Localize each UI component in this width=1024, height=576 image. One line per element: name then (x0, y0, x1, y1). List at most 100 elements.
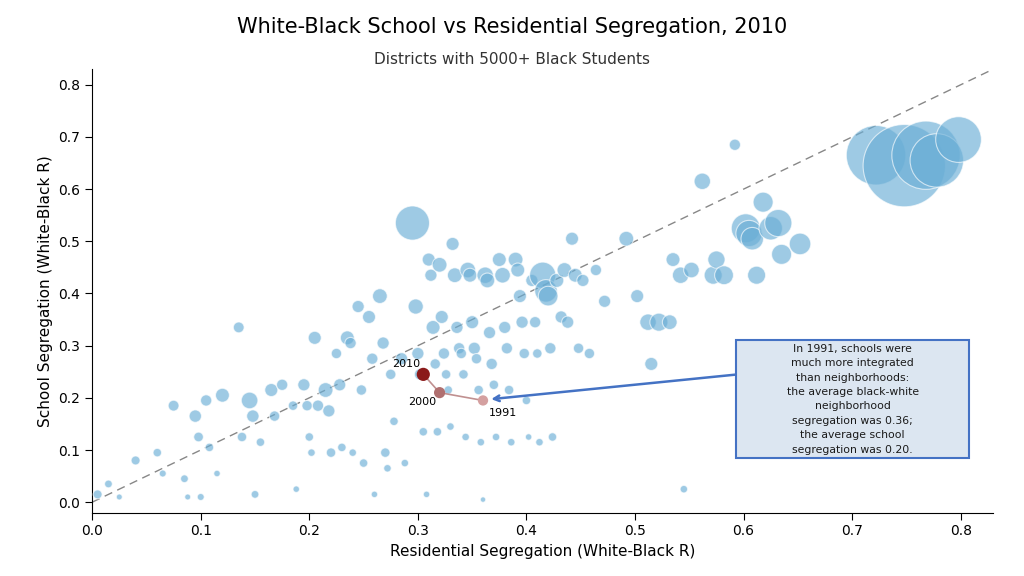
Text: 1991: 1991 (488, 408, 517, 418)
Point (744, 234, 761, 243)
Point (436, 349, 453, 358)
Point (339, 334, 355, 343)
Point (301, 433, 317, 442)
Point (483, 359, 500, 369)
Point (252, 438, 268, 447)
Point (773, 250, 790, 259)
Point (676, 484, 692, 494)
Point (481, 328, 498, 337)
Point (473, 438, 489, 447)
Point (306, 334, 323, 343)
Point (458, 433, 474, 442)
Point (245, 411, 261, 420)
Point (727, 140, 743, 149)
Point (190, 433, 207, 442)
Point (393, 354, 410, 363)
Point (629, 291, 645, 301)
Text: White-Black School vs Residential Segregation, 2010: White-Black School vs Residential Segreg… (237, 17, 787, 37)
Point (749, 271, 765, 280)
Point (375, 339, 391, 348)
Point (512, 291, 528, 301)
Point (410, 349, 426, 358)
Point (386, 416, 402, 426)
Point (453, 349, 469, 358)
Text: 2000: 2000 (409, 397, 436, 407)
Point (425, 323, 441, 332)
Point (518, 396, 535, 405)
Point (321, 406, 337, 415)
Point (556, 266, 572, 275)
Point (514, 317, 530, 327)
Point (640, 317, 656, 327)
Point (233, 433, 250, 442)
Text: 2010: 2010 (392, 359, 420, 369)
Point (540, 291, 556, 301)
Point (531, 438, 548, 447)
Point (214, 391, 230, 400)
Point (429, 427, 445, 437)
Point (545, 433, 561, 442)
Point (737, 223, 754, 233)
Point (596, 297, 612, 306)
Point (520, 433, 537, 442)
Point (285, 401, 301, 410)
Point (176, 474, 193, 483)
Point (564, 234, 581, 243)
Point (487, 433, 504, 442)
Point (247, 490, 263, 499)
Point (516, 349, 532, 358)
Point (510, 266, 526, 275)
Point (274, 380, 291, 389)
Point (344, 448, 360, 457)
Point (549, 276, 565, 285)
Point (449, 323, 465, 332)
Point (896, 161, 912, 170)
Y-axis label: School Segregation (White-Black R): School Segregation (White-Black R) (38, 155, 53, 427)
Point (408, 302, 424, 311)
Point (353, 385, 370, 395)
Point (460, 266, 476, 275)
Point (709, 255, 725, 264)
Point (950, 135, 967, 144)
Point (112, 492, 128, 502)
Point (582, 349, 598, 358)
Point (342, 339, 358, 348)
Point (332, 380, 348, 389)
Point (559, 317, 575, 327)
Point (100, 479, 117, 488)
Point (495, 271, 511, 280)
Point (263, 385, 280, 395)
Point (755, 198, 771, 207)
Point (89, 490, 105, 499)
Point (209, 469, 225, 478)
Point (166, 401, 182, 410)
Point (567, 271, 584, 280)
Point (317, 385, 334, 395)
Point (929, 156, 945, 165)
Point (485, 380, 502, 389)
FancyBboxPatch shape (736, 340, 970, 458)
Point (323, 448, 339, 457)
Point (404, 218, 421, 228)
Point (193, 492, 209, 502)
Point (527, 317, 544, 327)
Point (299, 401, 315, 410)
Point (415, 427, 431, 437)
Point (451, 344, 467, 353)
Point (431, 260, 447, 270)
Point (296, 380, 312, 389)
Point (412, 370, 428, 379)
Point (574, 276, 591, 285)
Point (705, 271, 721, 280)
Point (421, 255, 437, 264)
Point (396, 458, 413, 468)
Point (529, 349, 546, 358)
Point (535, 271, 551, 280)
Point (155, 469, 171, 478)
Point (187, 411, 204, 420)
X-axis label: Residential Segregation (White-Black R): Residential Segregation (White-Black R) (390, 544, 695, 559)
Point (360, 312, 377, 321)
Text: Districts with 5000+ Black Students: Districts with 5000+ Black Students (374, 52, 650, 67)
Point (367, 490, 383, 499)
Point (150, 448, 166, 457)
